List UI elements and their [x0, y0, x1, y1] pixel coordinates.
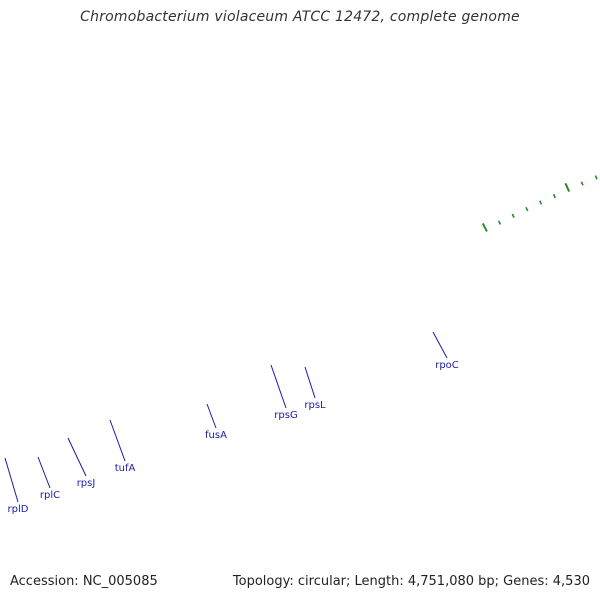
map-title: Chromobacterium violaceum ATCC 12472, co…	[80, 9, 520, 25]
gene-leader-line	[432, 331, 448, 359]
gene-leader-line	[109, 419, 126, 462]
gene-leader-line	[37, 456, 51, 489]
gene-leader-line	[304, 366, 316, 399]
gene-label[interactable]: rplC	[40, 490, 60, 501]
gc-track-mark	[552, 193, 556, 199]
tick-marks-layer	[481, 175, 598, 232]
gene-leader-line	[4, 457, 19, 503]
gene-label[interactable]: rpsL	[304, 400, 326, 411]
gc-track-mark	[525, 206, 529, 212]
gene-label[interactable]: rpsJ	[77, 478, 96, 489]
gc-track-mark	[580, 181, 584, 186]
gc-track-mark	[481, 222, 488, 232]
gene-labels-layer: rplD rplC rpsJ tufA fusA rpsG rpsL rpoC	[4, 331, 459, 515]
gene-leader-line	[270, 364, 287, 409]
gc-track-mark	[594, 175, 598, 180]
gene-label[interactable]: tufA	[115, 463, 136, 474]
gene-leader-line	[67, 437, 87, 477]
gc-track-mark	[511, 213, 515, 218]
gene-label[interactable]: rpoC	[435, 360, 459, 371]
genome-info-text: Topology: circular; Length: 4,751,080 bp…	[232, 574, 590, 589]
gc-track-mark	[564, 182, 571, 192]
gene-label[interactable]: rplD	[8, 504, 29, 515]
gene-leader-line	[206, 403, 217, 429]
gc-track-mark	[497, 220, 502, 225]
gc-track-mark	[539, 200, 543, 205]
gene-label[interactable]: rpsG	[274, 410, 297, 421]
gene-label[interactable]: fusA	[205, 430, 227, 441]
accession-text: Accession: NC_005085	[10, 574, 158, 589]
